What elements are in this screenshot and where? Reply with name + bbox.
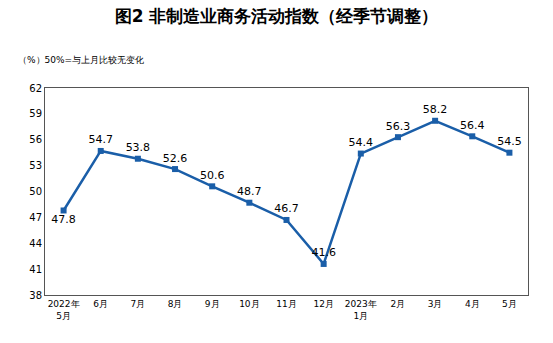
svg-text:9月: 9月 xyxy=(205,299,220,309)
svg-text:62: 62 xyxy=(29,83,42,94)
svg-text:44: 44 xyxy=(29,238,42,249)
svg-text:52.6: 52.6 xyxy=(163,152,188,165)
svg-text:47.8: 47.8 xyxy=(51,213,76,226)
svg-text:48.7: 48.7 xyxy=(237,185,262,198)
svg-text:53.8: 53.8 xyxy=(126,141,151,154)
svg-text:2022年5月: 2022年5月 xyxy=(48,299,80,321)
svg-text:59: 59 xyxy=(29,108,42,119)
svg-text:54.7: 54.7 xyxy=(88,133,113,146)
svg-text:6月: 6月 xyxy=(93,299,108,309)
svg-text:12月: 12月 xyxy=(313,299,333,309)
svg-text:54.4: 54.4 xyxy=(349,136,374,149)
svg-text:58.2: 58.2 xyxy=(423,103,448,116)
svg-text:38: 38 xyxy=(29,290,42,301)
svg-text:（%）50%=与上月比较无变化: （%）50%=与上月比较无变化 xyxy=(18,55,144,65)
svg-text:50: 50 xyxy=(29,186,42,197)
svg-text:46.7: 46.7 xyxy=(274,202,299,215)
svg-text:2023年1月: 2023年1月 xyxy=(345,299,377,321)
svg-text:4月: 4月 xyxy=(465,299,480,309)
svg-text:图2 非制造业商务活动指数（经季节调整）: 图2 非制造业商务活动指数（经季节调整） xyxy=(115,6,439,26)
svg-text:56: 56 xyxy=(29,134,42,145)
svg-text:53: 53 xyxy=(29,160,42,171)
svg-text:7月: 7月 xyxy=(131,299,146,309)
svg-text:41: 41 xyxy=(29,264,42,275)
svg-text:50.6: 50.6 xyxy=(200,169,225,182)
svg-text:54.5: 54.5 xyxy=(497,135,522,148)
svg-text:11月: 11月 xyxy=(276,299,296,309)
svg-text:41.6: 41.6 xyxy=(311,246,336,259)
svg-text:8月: 8月 xyxy=(168,299,183,309)
svg-text:3月: 3月 xyxy=(428,299,443,309)
svg-text:56.4: 56.4 xyxy=(460,119,485,132)
svg-text:47: 47 xyxy=(29,212,42,223)
svg-text:2月: 2月 xyxy=(391,299,406,309)
svg-text:10月: 10月 xyxy=(239,299,259,309)
svg-text:5月: 5月 xyxy=(502,299,517,309)
svg-text:56.3: 56.3 xyxy=(386,120,411,133)
